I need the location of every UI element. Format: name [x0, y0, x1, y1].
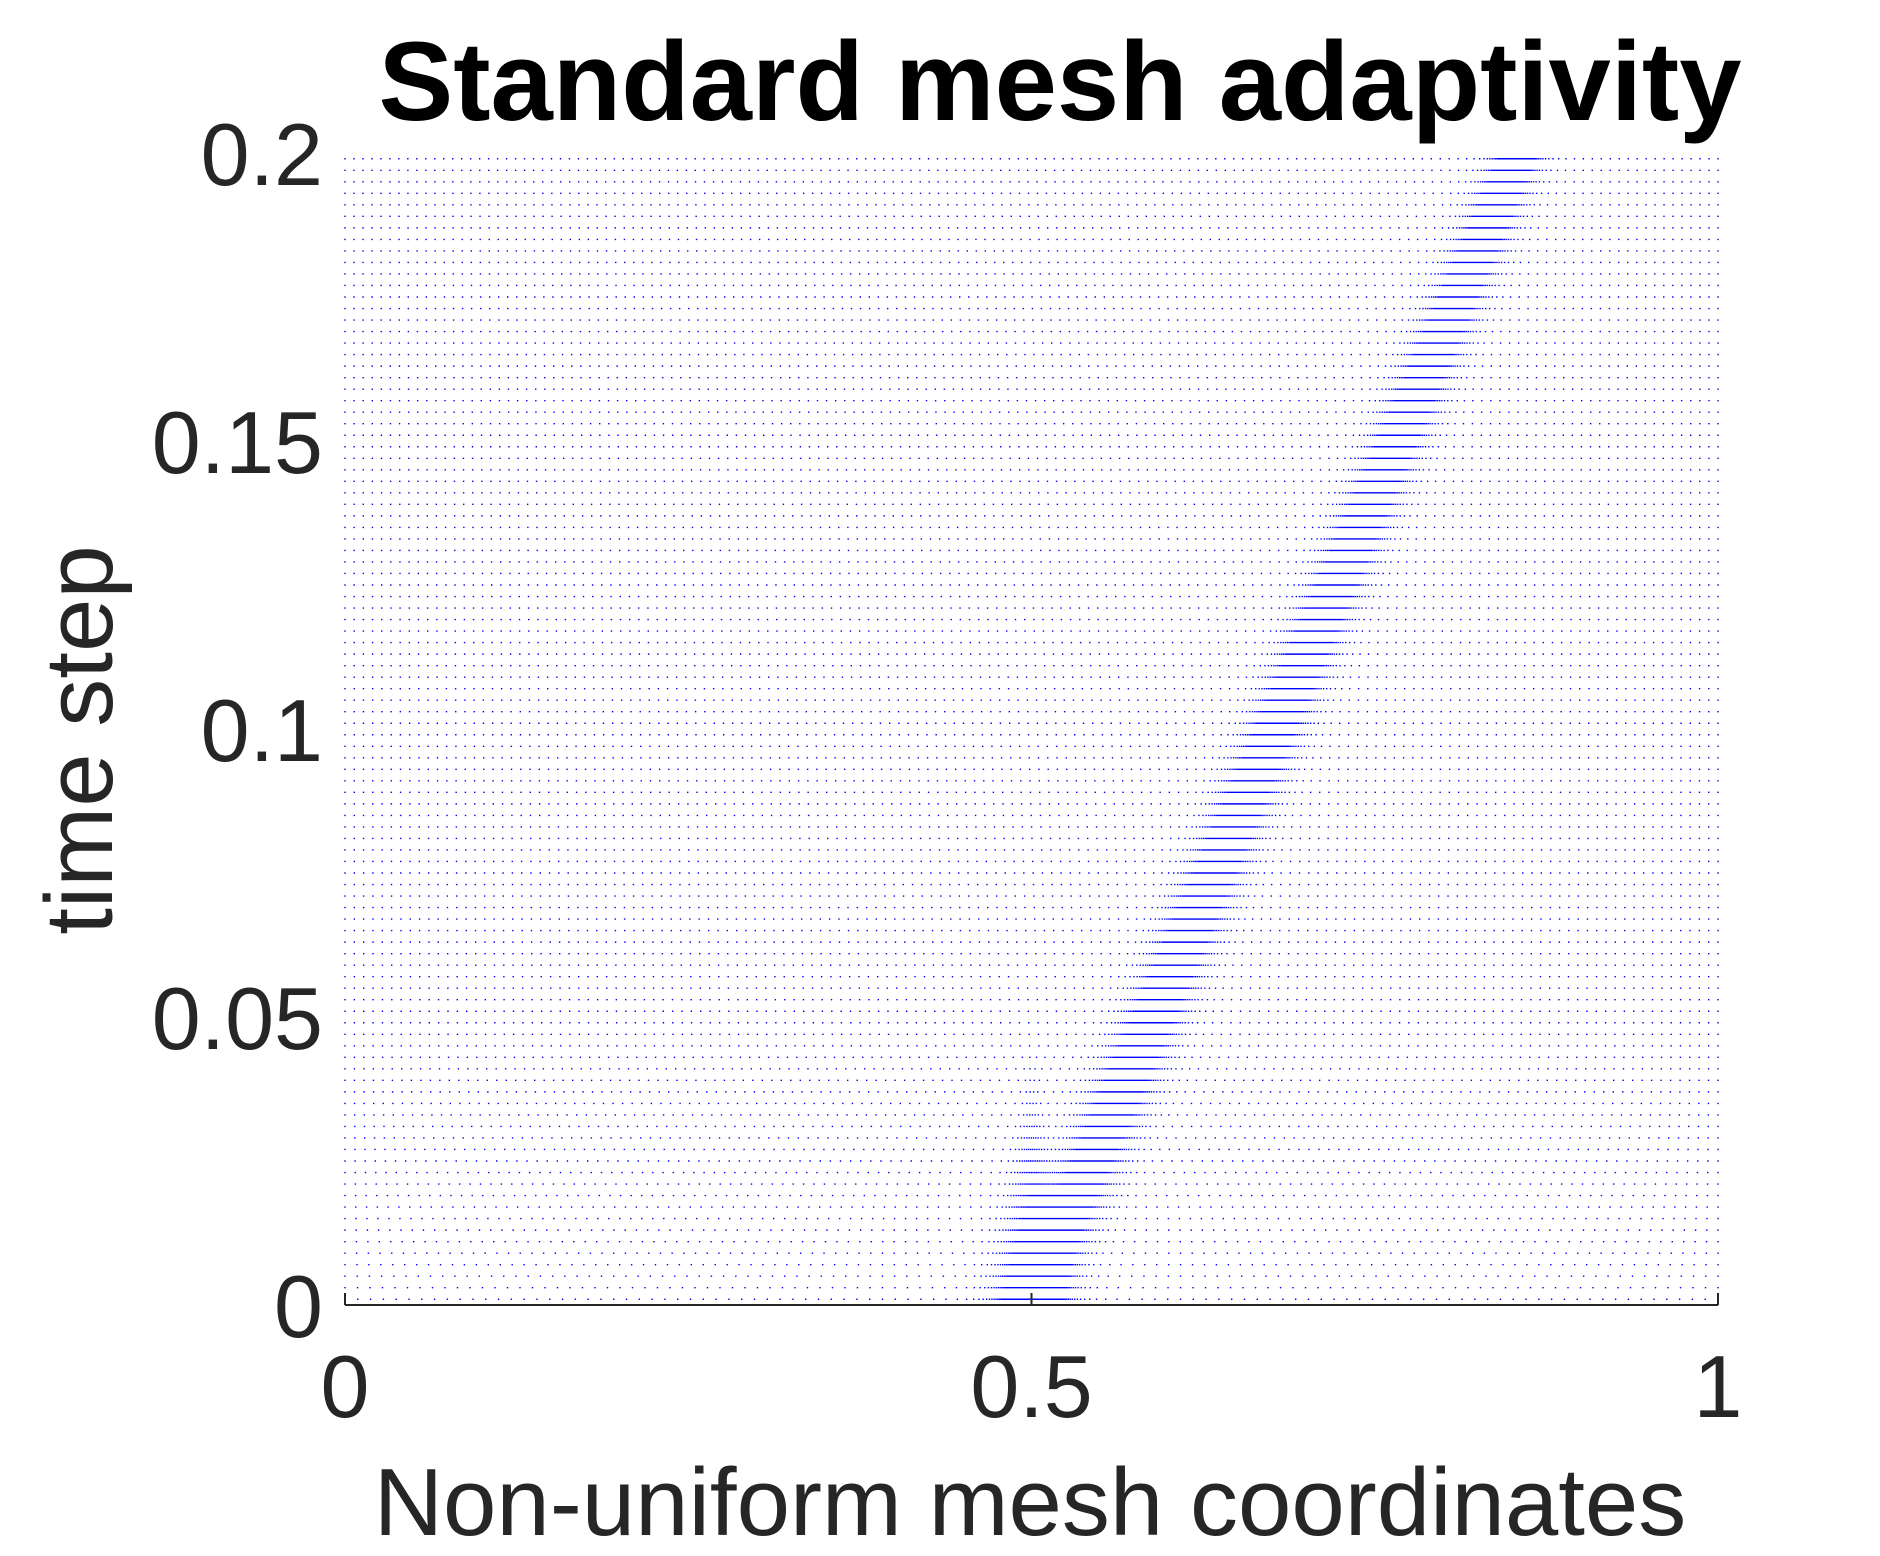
y-tick-label: 0.05 [152, 969, 323, 1068]
y-tick-label: 0.15 [152, 393, 323, 492]
y-tick-label: 0 [274, 1257, 323, 1356]
x-tick-label: 0 [321, 1337, 370, 1436]
x-axis-label: Non-uniform mesh coordinates [374, 1449, 1687, 1556]
y-tick-label: 0.2 [201, 105, 323, 204]
y-tick-label: 0.1 [201, 681, 323, 780]
x-axis-ticks: 0 0.5 1 [321, 1293, 1743, 1436]
x-tick-label: 1 [1694, 1337, 1743, 1436]
mesh-points [344, 158, 1719, 1300]
x-tick-label: 0.5 [970, 1337, 1092, 1436]
scatter-point-cloud [344, 158, 1719, 1300]
y-axis-ticks: 0 0.05 0.1 0.15 0.2 [152, 105, 323, 1356]
chart-title: Standard mesh adaptivity [378, 19, 1741, 144]
y-axis-label: time step [26, 545, 133, 934]
